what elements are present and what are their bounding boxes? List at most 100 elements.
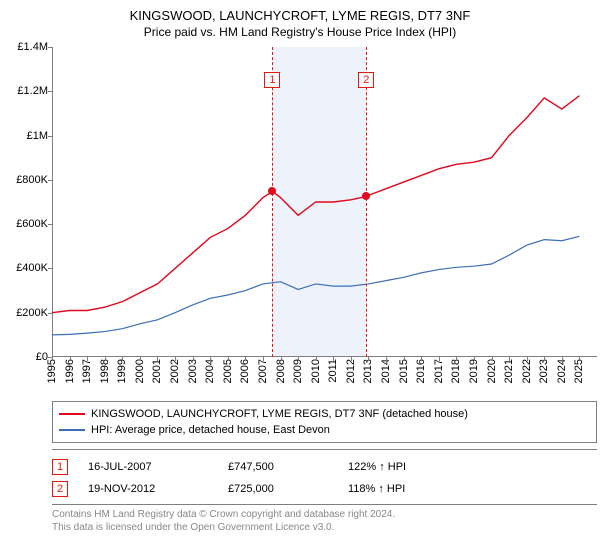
footer-line-2: This data is licensed under the Open Gov…: [52, 522, 597, 535]
legend-box: KINGSWOOD, LAUNCHYCROFT, LYME REGIS, DT7…: [52, 401, 597, 443]
event-price: £725,000: [228, 483, 328, 495]
sale-marker-dot: [268, 187, 276, 195]
legend-item: HPI: Average price, detached house, East…: [59, 422, 590, 438]
x-tick-mark: [298, 357, 299, 361]
event-index-box: 1: [52, 459, 68, 475]
x-tick-label: 2008: [275, 359, 287, 383]
x-tick-mark: [527, 357, 528, 361]
y-tick-label: £800K: [16, 174, 48, 186]
chart-title: KINGSWOOD, LAUNCHYCROFT, LYME REGIS, DT7…: [12, 8, 588, 23]
x-tick-mark: [263, 357, 264, 361]
x-axis: 1995199619971998199920002001200220032004…: [52, 357, 597, 397]
x-tick-label: 2019: [468, 359, 480, 383]
y-tick-label: £400K: [16, 262, 48, 274]
sale-marker-dot: [362, 192, 370, 200]
sale-marker-box: 2: [358, 72, 374, 88]
sale-marker-box: 1: [264, 72, 280, 88]
legend-label: KINGSWOOD, LAUNCHYCROFT, LYME REGIS, DT7…: [91, 408, 468, 420]
y-axis: £0£200K£400K£600K£800K£1M£1.2M£1.4M: [12, 47, 50, 357]
event-date: 19-NOV-2012: [88, 483, 208, 495]
x-tick-label: 2006: [239, 359, 251, 383]
x-tick-mark: [87, 357, 88, 361]
x-tick-mark: [228, 357, 229, 361]
x-tick-label: 1999: [116, 359, 128, 383]
x-tick-mark: [105, 357, 106, 361]
x-tick-mark: [193, 357, 194, 361]
y-tick-label: £1.2M: [17, 85, 48, 97]
x-tick-mark: [351, 357, 352, 361]
x-tick-mark: [368, 357, 369, 361]
x-tick-label: 2022: [521, 359, 533, 383]
x-tick-label: 2001: [151, 359, 163, 383]
x-tick-mark: [579, 357, 580, 361]
x-tick-label: 2005: [222, 359, 234, 383]
legend-swatch: [59, 413, 85, 415]
x-tick-label: 1995: [46, 359, 58, 383]
x-tick-mark: [316, 357, 317, 361]
x-tick-label: 2016: [415, 359, 427, 383]
x-tick-mark: [509, 357, 510, 361]
x-tick-label: 2003: [187, 359, 199, 383]
x-tick-mark: [562, 357, 563, 361]
x-tick-label: 2021: [503, 359, 515, 383]
x-tick-label: 2024: [556, 359, 568, 383]
x-tick-mark: [122, 357, 123, 361]
x-tick-mark: [421, 357, 422, 361]
title-block: KINGSWOOD, LAUNCHYCROFT, LYME REGIS, DT7…: [12, 8, 588, 39]
x-tick-label: 1998: [99, 359, 111, 383]
x-tick-label: 1996: [64, 359, 76, 383]
x-tick-label: 2007: [257, 359, 269, 383]
x-tick-mark: [175, 357, 176, 361]
event-pct: 118% ↑ HPI: [348, 483, 468, 495]
x-tick-label: 2011: [327, 359, 339, 383]
event-date: 16-JUL-2007: [88, 461, 208, 473]
legend-item: KINGSWOOD, LAUNCHYCROFT, LYME REGIS, DT7…: [59, 406, 590, 422]
event-row: 116-JUL-2007£747,500122% ↑ HPI: [52, 456, 597, 478]
chart-subtitle: Price paid vs. HM Land Registry's House …: [12, 25, 588, 39]
x-tick-mark: [140, 357, 141, 361]
x-tick-label: 2004: [204, 359, 216, 383]
legend-swatch: [59, 429, 85, 431]
x-tick-label: 2010: [310, 359, 322, 383]
chart-container: KINGSWOOD, LAUNCHYCROFT, LYME REGIS, DT7…: [0, 0, 600, 560]
y-tick-label: £200K: [16, 307, 48, 319]
x-tick-mark: [281, 357, 282, 361]
x-tick-mark: [439, 357, 440, 361]
series-line: [52, 96, 579, 313]
x-tick-label: 2015: [398, 359, 410, 383]
x-tick-label: 2025: [573, 359, 585, 383]
x-tick-mark: [404, 357, 405, 361]
x-tick-mark: [474, 357, 475, 361]
x-tick-label: 2012: [345, 359, 357, 383]
series-svg: [52, 47, 597, 357]
footer-attribution: Contains HM Land Registry data © Crown c…: [52, 504, 597, 534]
event-price: £747,500: [228, 461, 328, 473]
x-tick-mark: [544, 357, 545, 361]
x-tick-mark: [210, 357, 211, 361]
x-tick-mark: [492, 357, 493, 361]
legend-label: HPI: Average price, detached house, East…: [91, 424, 330, 436]
x-tick-label: 2023: [538, 359, 550, 383]
x-tick-label: 2014: [380, 359, 392, 383]
x-tick-mark: [456, 357, 457, 361]
x-tick-mark: [157, 357, 158, 361]
y-tick-label: £600K: [16, 218, 48, 230]
plot-area: £0£200K£400K£600K£800K£1M£1.2M£1.4M 1995…: [52, 47, 597, 357]
x-tick-label: 2018: [450, 359, 462, 383]
x-tick-mark: [245, 357, 246, 361]
y-tick-label: £1M: [27, 130, 48, 142]
x-tick-mark: [52, 357, 53, 361]
x-tick-mark: [70, 357, 71, 361]
y-tick-label: £1.4M: [17, 41, 48, 53]
series-line: [52, 236, 579, 335]
sale-marker-vline: [272, 47, 273, 357]
x-tick-label: 1997: [81, 359, 93, 383]
sale-marker-vline: [366, 47, 367, 357]
x-tick-label: 2013: [362, 359, 374, 383]
x-tick-label: 2002: [169, 359, 181, 383]
x-tick-label: 2020: [486, 359, 498, 383]
event-row: 2 19-NOV-2012 £725,000 118% ↑ HPI: [52, 478, 597, 500]
footer-line-1: Contains HM Land Registry data © Crown c…: [52, 509, 597, 522]
event-index-box: 2: [52, 481, 68, 497]
x-tick-mark: [333, 357, 334, 361]
